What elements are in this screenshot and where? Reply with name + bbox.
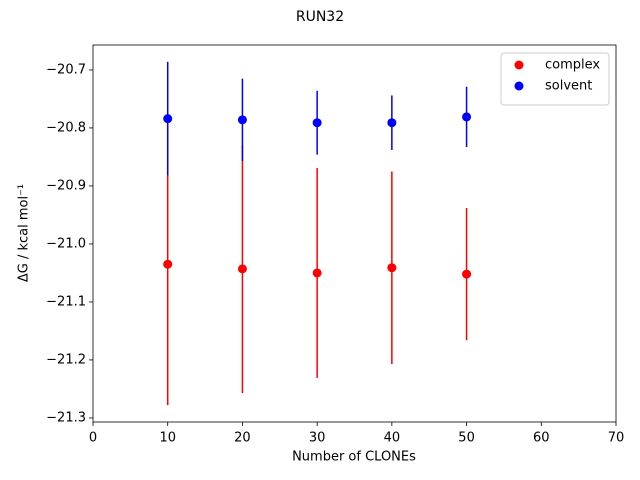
- y-tick-label: −20.8: [46, 120, 86, 135]
- y-tick-label: −21.0: [46, 236, 86, 251]
- plot-frame: [92, 44, 617, 423]
- data-point: [237, 115, 247, 125]
- y-axis-label: ΔG / kcal mol⁻¹: [17, 184, 32, 282]
- legend-marker: [514, 60, 524, 70]
- x-tick-label: 0: [89, 431, 97, 446]
- data-point: [163, 259, 173, 269]
- data-point: [312, 268, 322, 278]
- data-point: [312, 118, 322, 128]
- y-tick-label: −21.3: [46, 410, 86, 425]
- data-point: [163, 114, 173, 124]
- x-tick-label: 70: [608, 431, 625, 446]
- data-point: [237, 264, 247, 274]
- x-tick-label: 10: [159, 431, 176, 446]
- x-tick-label: 30: [309, 431, 326, 446]
- y-tick-label: −20.9: [46, 178, 86, 193]
- legend-marker: [514, 81, 524, 91]
- x-tick-label: 50: [458, 431, 475, 446]
- legend-label: complex: [545, 58, 600, 73]
- y-tick-label: −21.1: [46, 294, 86, 309]
- chart-title: RUN32: [296, 9, 344, 25]
- legend-label: solvent: [545, 79, 592, 94]
- x-tick-label: 20: [234, 431, 251, 446]
- data-point: [387, 118, 397, 128]
- legend-box: [500, 52, 610, 106]
- data-point: [462, 112, 472, 122]
- x-axis-label: Number of CLONEs: [292, 450, 416, 465]
- x-tick-label: 60: [533, 431, 550, 446]
- y-tick-label: −20.7: [46, 62, 86, 77]
- data-point: [462, 269, 472, 279]
- data-point: [387, 263, 397, 273]
- x-tick-label: 40: [384, 431, 401, 446]
- y-tick-label: −21.2: [46, 352, 86, 367]
